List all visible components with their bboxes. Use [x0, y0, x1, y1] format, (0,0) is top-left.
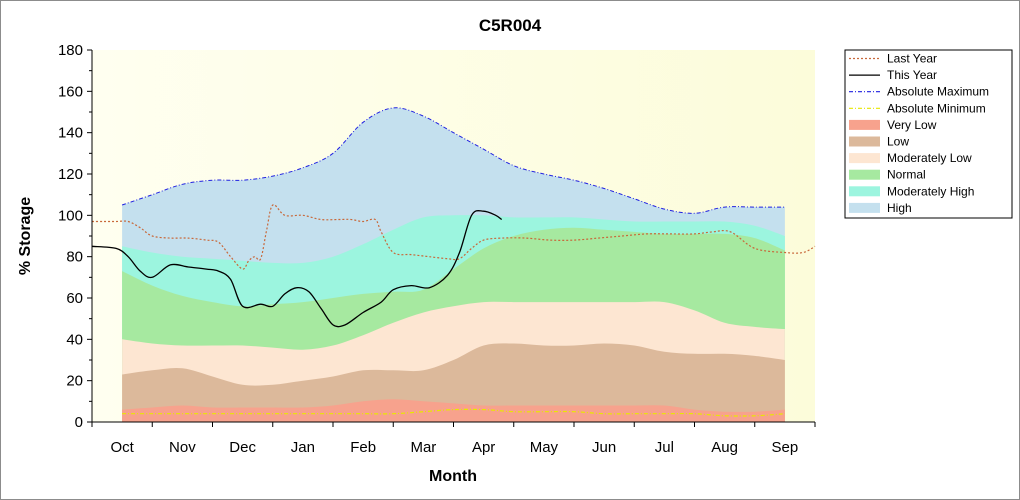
legend-label-absolute-maximum: Absolute Maximum	[887, 85, 989, 99]
x-tick-label: Mar	[410, 439, 436, 456]
x-tick-label: Oct	[110, 439, 134, 456]
x-tick-label: Sep	[772, 439, 799, 456]
x-tick-label: Jul	[655, 439, 674, 456]
series-absolute-maximum	[121, 107, 785, 214]
x-tick-label: Jun	[592, 439, 616, 456]
y-tick-label: 40	[66, 331, 83, 348]
y-axis-label: % Storage	[17, 197, 34, 275]
legend-swatch-very-low	[849, 119, 880, 130]
legend-swatch-moderately-high	[849, 186, 880, 197]
legend-label-low: Low	[887, 135, 909, 149]
legend-swatch-normal	[849, 169, 880, 180]
x-tick-label: Apr	[472, 439, 495, 456]
series-lines	[91, 204, 816, 417]
legend-label-moderately-low: Moderately Low	[887, 151, 972, 165]
band-low	[122, 343, 785, 422]
legend: Last Year This Year Absolute Maximum Absolu…	[844, 49, 1013, 219]
y-tick-label: 0	[75, 414, 83, 431]
y-tick-label: 80	[66, 249, 83, 266]
legend-swatch-high	[849, 202, 880, 213]
band-very-low	[122, 399, 785, 422]
y-tick-label: 60	[66, 290, 83, 307]
x-axis-label: Month	[429, 468, 477, 485]
legend-label-last-year: Last Year	[887, 52, 937, 66]
legend-label-moderately-high: Moderately High	[887, 184, 974, 198]
series-absolute-minimum	[122, 408, 785, 417]
x-tick-label: Jan	[291, 439, 315, 456]
x-tick-label: Feb	[350, 439, 376, 456]
y-tick-label: 120	[58, 166, 83, 183]
axes: 0 20 40 60 80 100 120 140 160 180 Oct Nov Dec Jan Feb M…	[58, 42, 816, 456]
legend-label-this-year: This Year	[887, 68, 937, 82]
x-tick-label: Aug	[711, 439, 738, 456]
y-tick-label: 100	[58, 207, 83, 224]
y-tick-label: 20	[66, 373, 83, 390]
series-this-year	[91, 210, 503, 328]
legend-label-absolute-minimum: Absolute Minimum	[887, 101, 986, 115]
x-tick-label: Nov	[169, 439, 196, 456]
y-tick-label: 180	[58, 42, 83, 59]
percentile-bands	[121, 107, 785, 422]
chart-title: C5R004	[479, 16, 542, 35]
legend-label-normal: Normal	[887, 168, 926, 182]
y-tick-label: 140	[58, 125, 83, 142]
legend-label-high: High	[887, 201, 912, 215]
legend-label-very-low: Very Low	[887, 118, 937, 132]
x-tick-label: Dec	[229, 439, 256, 456]
y-tick-label: 160	[58, 83, 83, 100]
x-tick-label: May	[530, 439, 559, 456]
legend-swatch-moderately-low	[849, 153, 880, 164]
legend-swatch-low	[849, 136, 880, 147]
series-last-year	[92, 204, 816, 270]
